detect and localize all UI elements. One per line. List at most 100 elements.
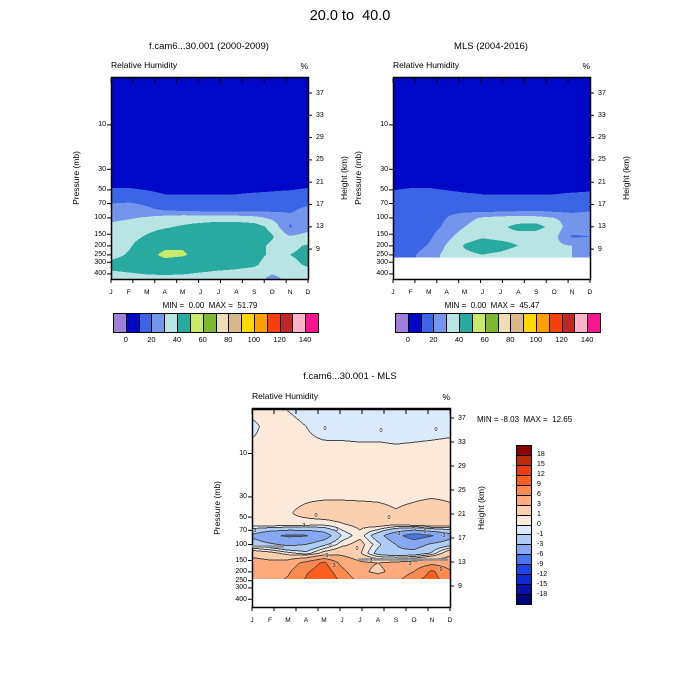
colorbar-cell bbox=[548, 313, 563, 333]
colorbar-cell bbox=[177, 313, 191, 333]
colorbar-cell bbox=[561, 313, 576, 333]
month-label: D bbox=[447, 617, 453, 624]
panel-mls-title: MLS (2004-2016) bbox=[454, 41, 528, 52]
colorbar-cell bbox=[446, 313, 461, 333]
colorbar-label: 3 bbox=[537, 501, 541, 509]
contour-value-label: 9 bbox=[325, 553, 329, 559]
colorbar-cell bbox=[292, 313, 307, 333]
colorbar-label: 20 bbox=[147, 335, 156, 344]
month-label: J bbox=[358, 617, 362, 624]
contour-value-label: 0 bbox=[314, 513, 318, 519]
colorbar-cell bbox=[241, 313, 255, 333]
pressure-tick-label: 150 bbox=[94, 230, 106, 238]
colorbar-label: -12 bbox=[537, 570, 548, 578]
colorbar-label: 120 bbox=[555, 335, 568, 344]
pressure-tick-label: 200 bbox=[376, 242, 388, 250]
pressure-tick-label: 70 bbox=[239, 526, 247, 534]
pressure-tick-label: 250 bbox=[235, 577, 247, 585]
panel-mls-minmax: MIN = 0.00 MAX = 45.47 bbox=[444, 301, 540, 310]
colorbar-label: 12 bbox=[537, 471, 545, 479]
month-label: A bbox=[234, 289, 239, 296]
pressure-tick-label: 300 bbox=[94, 258, 106, 266]
pressure-tick-label: 400 bbox=[376, 270, 388, 278]
month-label: M bbox=[144, 289, 150, 296]
pressure-tick-label: 30 bbox=[239, 493, 247, 501]
diff-contour-field bbox=[252, 408, 450, 607]
pressure-tick-label: 100 bbox=[376, 214, 388, 222]
colorbar-cell bbox=[279, 313, 294, 333]
colorbar-label: 140 bbox=[580, 335, 594, 344]
colorbar-cell bbox=[266, 313, 281, 333]
colorbar-cell bbox=[253, 313, 268, 333]
height-tick-label: 29 bbox=[598, 134, 606, 142]
contour-value-label: 0 bbox=[328, 543, 332, 549]
height-tick-label: 13 bbox=[458, 558, 466, 566]
month-label: A bbox=[516, 289, 521, 296]
panel-model-minmax: MIN = 0.00 MAX = 51.79 bbox=[162, 301, 258, 310]
panel-model-field-label: Relative Humidity bbox=[111, 60, 178, 70]
colorbar-cell bbox=[138, 313, 153, 333]
month-label: N bbox=[569, 289, 575, 296]
colorbar-cell bbox=[395, 313, 409, 333]
pressure-tick-label: 400 bbox=[235, 595, 247, 603]
month-label: N bbox=[429, 617, 435, 624]
colorbar-label: 9 bbox=[537, 481, 541, 489]
colorbar-cell bbox=[407, 313, 422, 333]
panel-diff-minmax: MIN = -8.03 MAX = 12.65 bbox=[477, 415, 573, 424]
colorbar-cell bbox=[471, 313, 486, 333]
pressure-tick-label: 30 bbox=[380, 165, 388, 173]
height-tick-label: 21 bbox=[316, 178, 324, 186]
pressure-tick-label: 250 bbox=[376, 251, 388, 259]
month-label: S bbox=[252, 289, 257, 296]
pressure-tick-label: 30 bbox=[98, 165, 106, 173]
pressure-tick-label: 150 bbox=[235, 557, 247, 564]
height-tick-label: 17 bbox=[458, 534, 466, 542]
model-contour-field bbox=[111, 77, 308, 279]
colorbar-cell bbox=[574, 313, 589, 333]
height-tick-label: 9 bbox=[458, 582, 462, 590]
height-tick-label: 33 bbox=[316, 111, 324, 119]
panel-model-title: f.cam6...30.001 (2000-2009) bbox=[149, 41, 269, 52]
month-label: D bbox=[587, 289, 593, 296]
contour-value-label: 0 bbox=[434, 427, 438, 433]
height-tick-label: 13 bbox=[598, 223, 606, 231]
pressure-tick-label: 50 bbox=[380, 186, 388, 194]
panel-model-yaxis-right-title: Height (km) bbox=[339, 156, 349, 200]
colorbar-label: 20 bbox=[429, 335, 438, 344]
height-tick-label: 13 bbox=[316, 223, 324, 231]
colorbar-label: 80 bbox=[506, 335, 515, 344]
colorbar-label: 6 bbox=[537, 491, 541, 499]
pressure-tick-label: 50 bbox=[98, 186, 106, 194]
pressure-tick-label: 70 bbox=[380, 199, 388, 207]
month-label: D bbox=[305, 289, 311, 296]
panel-mls-yaxis-left-title: Pressure (mb) bbox=[353, 151, 363, 205]
month-label: A bbox=[444, 289, 449, 296]
colorbar-label: 80 bbox=[224, 335, 233, 344]
pressure-tick-label: 100 bbox=[235, 540, 247, 548]
contour-value-label: 0 bbox=[323, 426, 327, 432]
month-label: N bbox=[287, 289, 293, 296]
pressure-tick-label: 300 bbox=[376, 258, 388, 266]
panel-diff-units-label: % bbox=[442, 392, 450, 402]
figure-title: 20.0 to 40.0 bbox=[309, 8, 391, 24]
colorbar-cell bbox=[510, 313, 525, 333]
colorbar-label: 100 bbox=[529, 335, 543, 344]
colorbar-label: -9 bbox=[537, 560, 544, 568]
month-label: S bbox=[534, 289, 539, 296]
colorbar-label: 15 bbox=[537, 461, 545, 469]
height-tick-label: 21 bbox=[598, 178, 606, 186]
contour-value-label: -3 bbox=[333, 527, 339, 533]
panel-mls-field-label: Relative Humidity bbox=[393, 60, 460, 70]
height-tick-label: 9 bbox=[598, 245, 602, 253]
colorbar-cell bbox=[484, 313, 499, 333]
colorbar-label: 140 bbox=[298, 335, 312, 344]
pressure-tick-label: 10 bbox=[98, 121, 106, 129]
month-label: J bbox=[250, 617, 254, 624]
height-tick-label: 25 bbox=[598, 156, 606, 164]
height-tick-label: 17 bbox=[598, 201, 606, 208]
contour-value-label: -3 bbox=[395, 531, 401, 537]
month-label: F bbox=[126, 289, 131, 296]
colorbar-cell bbox=[151, 313, 166, 333]
month-label: J bbox=[391, 289, 395, 296]
